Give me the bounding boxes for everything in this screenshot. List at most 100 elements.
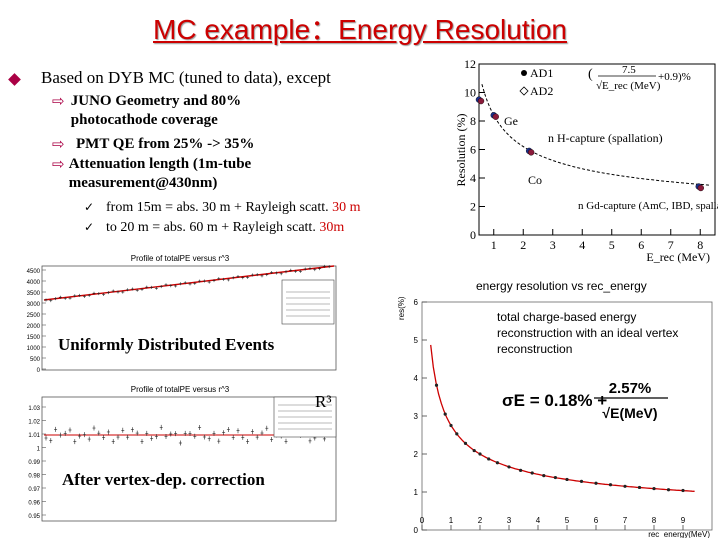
sub-item-3: ⇨ Attenuation length (1m-tube measurement… (52, 155, 302, 193)
juno-point (666, 488, 671, 492)
annotation-ge: Ge (504, 114, 518, 128)
profile-top-ytick-label: 1500 (27, 335, 41, 341)
dyb-fit-curve (481, 84, 710, 186)
profile-top-ytick-label: 1000 (27, 346, 41, 352)
profile-top-ytick-label: 2000 (27, 324, 41, 330)
juno-y-tick-label: 6 (414, 298, 419, 307)
juno-point (652, 486, 656, 491)
caption-vertex-correction: After vertex-dep. correction (62, 470, 265, 489)
juno-annotation: total charge-based energy reconstruction… (493, 309, 701, 357)
check-item-1-text: from 15m = abs. 30 m + Rayleigh scatt. (106, 200, 333, 215)
juno-point (542, 474, 546, 478)
juno-x-tick-label: 2 (478, 516, 483, 525)
arrow-bullet-icon: ⇨ (52, 155, 65, 173)
slide-title: MC example：Energy Resolution (153, 14, 567, 45)
dyb-y-tick-label: 0 (470, 228, 476, 242)
juno-x-tick-label: 9 (681, 516, 686, 525)
sub-item-2-text: PMT QE from 25% -> 35% (76, 136, 255, 152)
juno-point (623, 484, 627, 488)
dyb-y-tick-label: 4 (470, 171, 476, 185)
juno-x-tick-label: 4 (536, 516, 541, 525)
juno-point (455, 432, 459, 436)
juno-point (608, 483, 613, 487)
arrow-bullet-icon: ⇨ (52, 135, 65, 153)
dyb-x-tick-label: 3 (550, 238, 556, 252)
arrow-bullet-icon: ⇨ (52, 92, 65, 110)
diamond-bullet-icon (8, 72, 21, 86)
juno-point (594, 481, 598, 485)
juno-x-tick-label: 6 (594, 516, 599, 525)
profile-bottom-ytick-label: 0.98 (28, 474, 40, 480)
juno-point (463, 441, 468, 445)
juno-point (487, 457, 491, 461)
dyb-x-tick-label: 4 (579, 238, 585, 252)
juno-point (530, 471, 534, 475)
profile-top-ytick-label: 3500 (27, 291, 41, 297)
profile-top-yticks: 4500 4000 3500 3000 2500 2000 1500 1000 500 0 (27, 269, 46, 374)
juno-point (553, 475, 557, 480)
annotation-nh-capture: n H-capture (spallation) (548, 131, 663, 145)
juno-x-tick-label: 5 (565, 516, 570, 525)
juno-y-axis-label: res(%) (398, 296, 406, 320)
stats-box-top (281, 279, 335, 325)
dyb-x-axis-label: E_rec (MeV) (646, 250, 710, 264)
profile-top-ytick-label: 0 (37, 368, 41, 374)
profile-top-ytick-label: 4500 (27, 269, 41, 275)
sub-item-3-text: Attenuation length (1m-tube measurement@… (68, 156, 252, 191)
dyb-formula-numerator: 7.5 (622, 64, 636, 76)
dyb-point-ad2 (697, 184, 704, 192)
caption-uniform-events: Uniformly Distributed Events (58, 335, 275, 354)
juno-x-tick-label: 3 (507, 516, 512, 525)
juno-point (443, 412, 447, 416)
juno-x-tick-label: 1 (449, 516, 454, 525)
juno-y-tick-label: 1 (414, 488, 419, 497)
dyb-x-tick-label: 1 (491, 238, 497, 252)
profile-bottom-ytick-label: 1 (37, 447, 41, 453)
profile-top-ytick-label: 4000 (27, 280, 41, 286)
juno-point (579, 479, 584, 483)
dyb-point-ad2 (492, 113, 499, 120)
profile-top-ytick-label: 2500 (27, 313, 41, 319)
check-item-2: ✓ to 20 m = abs. 60 m + Rayleigh scatt. 3… (84, 218, 344, 237)
check-item-1-value: 30 m (332, 200, 361, 215)
juno-point (681, 488, 685, 493)
profile-bottom-ytick-label: 0.97 (28, 487, 40, 493)
profile-plot-bottom: Profile of totalPE versus r^3 1.03 1.02 1.… (20, 383, 340, 523)
dyb-y-tick-label: 12 (464, 58, 476, 71)
juno-point (519, 468, 523, 472)
juno-y-tick-label: 3 (414, 412, 419, 421)
check-item-2-text: to 20 m = abs. 60 m + Rayleigh scatt. (106, 220, 320, 235)
juno-point (434, 383, 439, 387)
check-item-2-value: 30m (319, 220, 345, 235)
juno-chart-title: energy resolution vs rec_energy (476, 279, 647, 293)
dyb-y-tick-label: 2 (470, 200, 476, 214)
juno-formula-denominator: √E(MeV) (602, 405, 657, 421)
juno-y-tick-label: 2 (414, 450, 419, 459)
profile-bottom-title: Profile of totalPE versus r^3 (131, 385, 230, 394)
dyb-y-tick-label: 10 (464, 86, 476, 100)
profile-bottom-ytick-label: 0.99 (28, 460, 40, 466)
dyb-y-axis-label: Resolution (%) (454, 114, 468, 187)
annotation-ngd-capture: n Gd-capture (AmC, IBD, spallation) (578, 200, 718, 212)
sub-item-2: ⇨ PMT QE from 25% -> 35% (52, 135, 352, 154)
dyb-x-tick-label: 6 (638, 238, 644, 252)
dyb-x-tick-label: 5 (609, 238, 615, 252)
juno-point (478, 452, 482, 456)
juno-x-tick-label: 8 (652, 516, 657, 525)
juno-formula-lhs: σE = 0.18% + (502, 391, 607, 410)
dyb-x-tick-label: 2 (520, 238, 526, 252)
legend-ad2: AD2 (530, 84, 553, 98)
profile-top-ytick-label: 3000 (27, 302, 41, 308)
juno-formula-numerator: 2.57% (609, 380, 652, 397)
legend-ad2-marker (519, 86, 529, 96)
profile-plot-top-svg: Profile of totalPE versus r^3 4500 4000 35… (27, 254, 337, 374)
dyb-x-tick-label: 7 (668, 238, 674, 252)
profile-top-ytick-label: 500 (30, 357, 41, 363)
juno-x-tick-label: 0 (420, 516, 425, 525)
profile-plot-top: Profile of totalPE versus r^3 4500 4000 35… (20, 252, 340, 374)
profile-bottom-ytick-label: 1.03 (28, 406, 40, 412)
dyb-plot-frame (478, 63, 716, 236)
sub-item-1: ⇨ JUNO Geometry and 80% photocathode cove… (52, 92, 322, 130)
annotation-co: Co (528, 173, 542, 187)
